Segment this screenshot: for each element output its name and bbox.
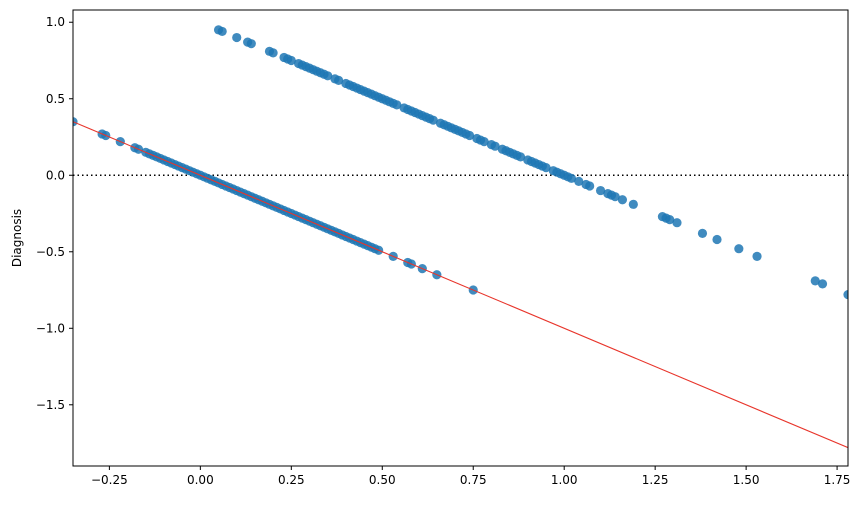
x-tick-label: 1.75 — [824, 473, 851, 487]
y-tick-label: −1.0 — [36, 321, 65, 335]
data-point — [810, 276, 820, 286]
data-point — [712, 234, 722, 245]
data-points — [73, 25, 848, 449]
x-tick-label: 0.50 — [369, 473, 396, 487]
data-point — [246, 39, 256, 49]
data-point — [334, 75, 344, 85]
y-axis-title: Diagnosis — [10, 209, 24, 267]
x-tick-label: 1.50 — [733, 473, 760, 487]
data-point — [628, 199, 638, 209]
y-tick-label: 0.5 — [46, 92, 65, 106]
data-point — [232, 32, 242, 43]
data-point — [610, 192, 620, 202]
data-point — [392, 100, 402, 110]
data-point — [752, 251, 762, 261]
x-tick-label: 0.75 — [460, 473, 487, 487]
fit-line — [73, 121, 848, 449]
y-tick-label: −0.5 — [36, 245, 65, 259]
data-point — [566, 173, 577, 183]
data-point — [73, 117, 78, 127]
x-tick-label: 1.00 — [551, 473, 578, 487]
data-point — [479, 136, 489, 147]
y-axis-ticks: −1.5 −1.0 −0.5 0.0 0.5 1.0 — [36, 15, 73, 412]
y-tick-label: 1.0 — [46, 15, 65, 29]
data-point — [490, 141, 500, 151]
data-point — [672, 218, 682, 228]
x-tick-label: 1.25 — [642, 473, 669, 487]
data-point — [843, 290, 848, 300]
data-point — [817, 279, 828, 289]
y-tick-label: 0.0 — [46, 168, 65, 182]
x-tick-label: 0.00 — [187, 473, 214, 487]
data-point — [617, 195, 628, 205]
data-point — [697, 228, 708, 239]
y-tick-label: −1.5 — [36, 398, 65, 412]
data-point — [323, 71, 333, 81]
data-point — [217, 26, 227, 37]
data-point — [268, 48, 278, 58]
data-point — [464, 130, 475, 141]
data-point — [428, 115, 438, 125]
x-axis-ticks: −0.25 0.00 0.25 0.50 0.75 1.00 1.25 1.50 1.75 — [91, 466, 850, 487]
data-point — [734, 244, 744, 254]
data-point — [595, 185, 606, 196]
data-point — [515, 152, 526, 162]
data-point — [541, 163, 551, 173]
plot-frame — [72, 9, 849, 467]
data-point — [665, 215, 675, 225]
x-tick-label: 0.25 — [278, 473, 305, 487]
data-point — [286, 55, 296, 66]
data-point — [585, 181, 595, 191]
x-tick-label: −0.25 — [91, 473, 128, 487]
data-point — [574, 176, 584, 186]
